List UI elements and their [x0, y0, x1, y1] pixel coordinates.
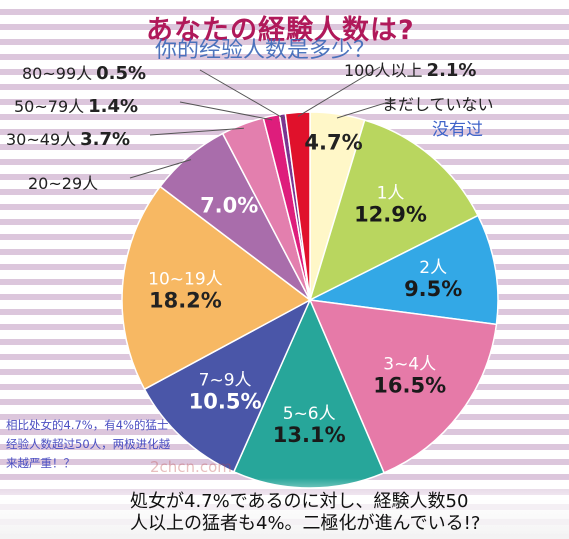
slice-label-5: 7~9人 [199, 371, 252, 391]
pie-slice-3 [308, 299, 498, 474]
footer-caption: 処女が4.7%であるのに対し、経験人数50 人以上の猛者も4%。二極化が進んでい… [130, 491, 480, 535]
leader-line-11 [297, 66, 381, 117]
chart-title: あなたの経験人数は? [146, 15, 415, 46]
slice-label-6: 10~19人 [148, 269, 223, 289]
label-100-plus: 100人以上 2.1% [344, 60, 477, 81]
leader-line-9 [179, 101, 273, 121]
chinese-side-note: 相比处女的4.7%，有4%的猛士经验人数超过50人，两极进化越来越严重！？ [6, 418, 171, 470]
slice-value-4: 13.1% [273, 423, 346, 447]
footer-line-2: 人以上の猛者も4%。二極化が進んでいる!? [130, 513, 481, 534]
slice-label-4: 5~6人 [283, 404, 336, 424]
slice-value-5: 10.5% [189, 390, 262, 414]
slice-value-0: 4.7% [304, 131, 362, 155]
slice-label-1: 1人 [377, 183, 405, 203]
bottom-caption-bar [0, 478, 569, 539]
leader-line-10 [199, 69, 284, 119]
pie-slice-1 [308, 119, 479, 302]
label-80-99: 80~99人 0.5% [22, 63, 147, 84]
pie-slice-6 [121, 185, 312, 391]
leader-line-7 [129, 159, 192, 179]
leader-line-0 [336, 99, 396, 119]
slice-value-3: 16.5% [373, 374, 446, 398]
label-virgin: まだしていない [382, 95, 494, 114]
slice-value-6: 18.2% [149, 288, 222, 312]
footer-line-1: 処女が4.7%であるのに対し、経験人数50 [130, 491, 469, 512]
pie-slice-5 [143, 298, 312, 473]
slice-label-3: 3~4人 [383, 355, 436, 375]
chinese-note-never: 没有过 [432, 120, 483, 140]
slice-value-1: 12.9% [354, 202, 427, 226]
label-30-49: 30~49人 3.7% [6, 129, 131, 150]
leader-line-8 [149, 127, 244, 136]
slice-value-2: 9.5% [404, 277, 462, 301]
chinese-subtitle: 你的经验人数是多少？ [155, 38, 376, 63]
label-50-79: 50~79人 1.4% [14, 96, 139, 117]
slice-label-2: 2人 [419, 258, 447, 278]
pie-slice-11 [284, 111, 311, 301]
pie-slice-2 [307, 214, 499, 326]
slice-value-7: 7.0% [200, 194, 258, 218]
label-20-29: 20~29人 [28, 174, 99, 193]
watermark: 2chcn.com [150, 458, 232, 476]
